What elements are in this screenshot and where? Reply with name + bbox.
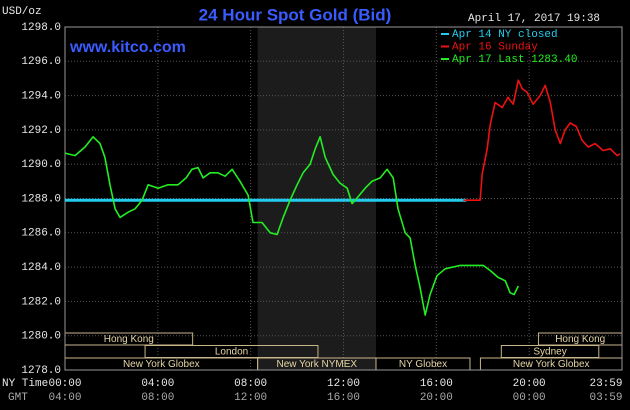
y-tick-label: 1284.0 — [21, 262, 61, 274]
gmt-tick-label: 16:00 — [327, 392, 360, 404]
x-tick-label: 23:59 — [589, 378, 622, 390]
y-tick-label: 1282.0 — [21, 296, 61, 308]
unit-label: USD/oz — [2, 6, 42, 18]
gmt-tick-label: 00:00 — [513, 392, 546, 404]
session-label: Sydney — [533, 347, 566, 358]
plot-frame — [64, 26, 623, 371]
y-tick-label: 1298.0 — [21, 22, 61, 34]
session-label: New York Globex — [123, 359, 200, 370]
session-label: New York NYMEX — [277, 359, 358, 370]
series-line — [64, 136, 520, 316]
y-tick-label: 1280.0 — [21, 331, 61, 343]
x-row-label: GMT — [8, 392, 28, 404]
x-tick-label: 04:00 — [141, 378, 174, 390]
y-tick-label: 1294.0 — [21, 91, 61, 103]
y-tick-label: 1286.0 — [21, 228, 61, 240]
x-tick-label: 12:00 — [327, 378, 360, 390]
gmt-tick-label: 08:00 — [141, 392, 174, 404]
legend-label: Apr 17 Last 1283.40 — [452, 54, 577, 66]
legend-label: Apr 14 NY closed — [452, 29, 558, 41]
chart-title: 24 Hour Spot Gold (Bid) — [199, 5, 392, 24]
y-tick-label: 1290.0 — [21, 159, 61, 171]
timestamp: April 17, 2017 19:38 — [468, 13, 600, 25]
x-row-label: NY Time — [2, 378, 48, 390]
y-tick-label: 1278.0 — [21, 365, 61, 377]
x-tick-label: 08:00 — [234, 378, 267, 390]
website: www.kitco.com — [69, 39, 186, 56]
y-tick-label: 1296.0 — [21, 56, 61, 68]
gmt-tick-label: 20:00 — [420, 392, 453, 404]
x-tick-label: 16:00 — [420, 378, 453, 390]
session-label: Hong Kong — [555, 334, 605, 345]
gmt-tick-label: 12:00 — [234, 392, 267, 404]
session-label: NY Globex — [399, 359, 447, 370]
gmt-tick-label: 04:00 — [48, 392, 81, 404]
series-line — [463, 79, 621, 201]
x-tick-label: 20:00 — [513, 378, 546, 390]
gmt-tick-label: 03:59 — [589, 392, 622, 404]
y-tick-label: 1292.0 — [21, 125, 61, 137]
session-label: London — [215, 347, 248, 358]
legend-label: Apr 16 Sunday — [452, 41, 538, 53]
session-label: New York Globex — [513, 359, 590, 370]
session-label: Hong Kong — [104, 334, 154, 345]
x-tick-label: 00:00 — [48, 378, 81, 390]
y-tick-label: 1288.0 — [21, 193, 61, 205]
